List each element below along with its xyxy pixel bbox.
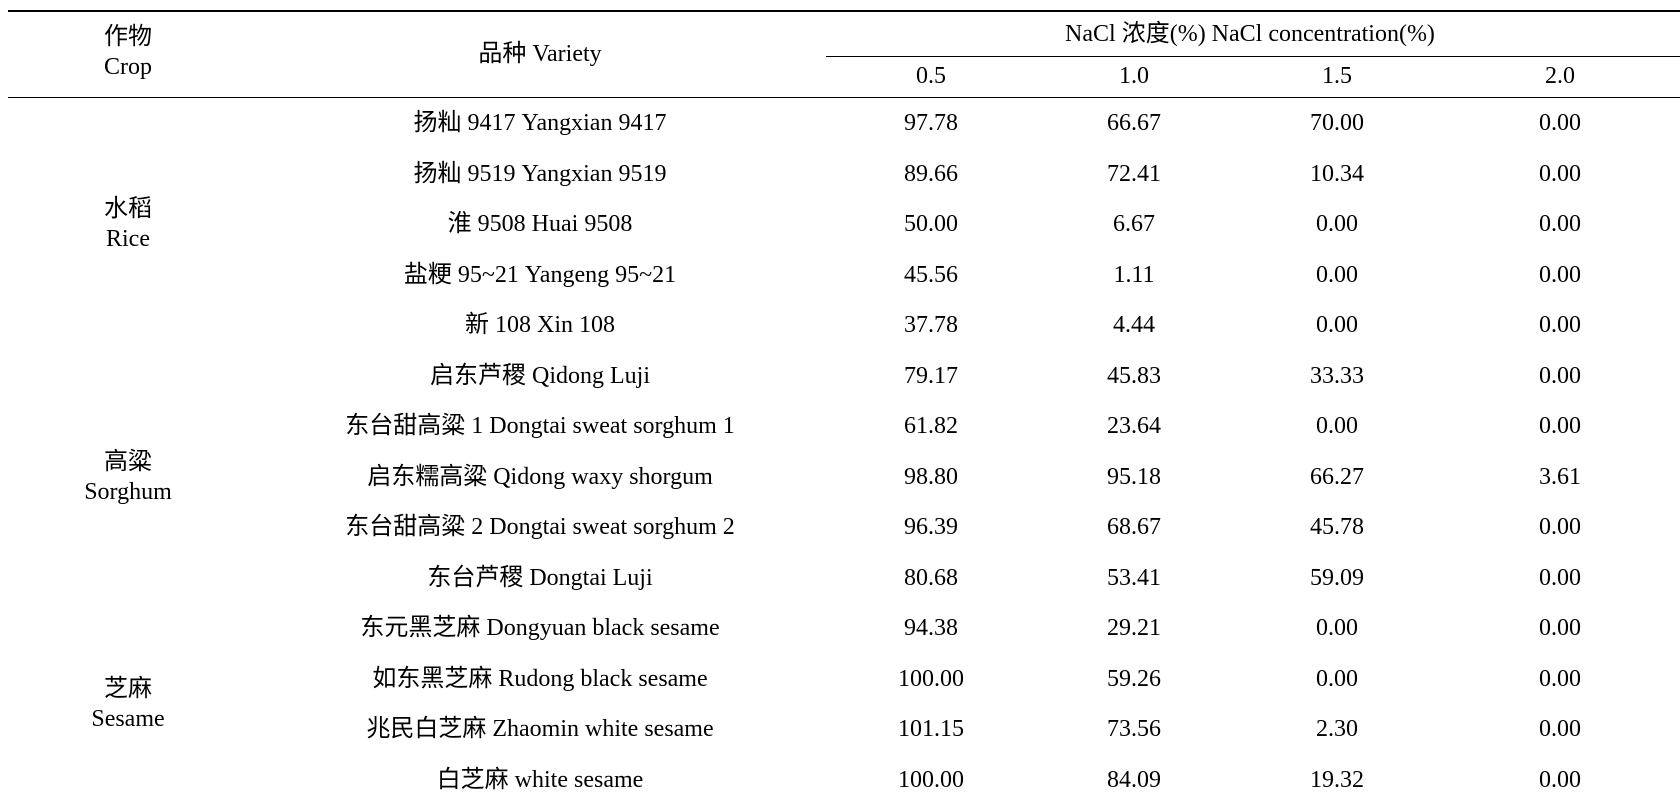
variety-cell: 启东糯高粱 Qidong waxy shorgum <box>367 464 713 490</box>
value-cell: 68.67 <box>1107 514 1161 540</box>
value-cell: 96.39 <box>904 514 958 540</box>
concentration-header: NaCl 浓度(%) NaCl concentration(%) <box>1065 21 1435 47</box>
variety-cell: 淮 9508 Huai 9508 <box>447 211 633 237</box>
crop-label-en: Sorghum <box>84 479 172 505</box>
value-cell: 0.00 <box>1539 767 1581 793</box>
value-cell: 45.56 <box>904 262 958 288</box>
variety-cell: 新 108 Xin 108 <box>465 312 615 338</box>
crop-header-zh: 作物 <box>104 24 152 50</box>
variety-cell: 东台甜高粱 1 Dongtai sweat sorghum 1 <box>345 413 735 439</box>
value-cell: 0.00 <box>1316 666 1358 692</box>
crop-label: 高粱 Sorghum <box>50 447 206 507</box>
crop-header: 作物 Crop <box>50 22 206 82</box>
crop-label-zh: 芝麻 <box>104 676 152 702</box>
variety-cell: 白芝麻 white sesame <box>436 767 644 793</box>
value-cell: 61.82 <box>904 413 958 439</box>
crop-label-en: Rice <box>106 226 150 252</box>
value-cell: 4.44 <box>1113 312 1155 338</box>
value-cell: 79.17 <box>904 363 958 389</box>
crop-label-zh: 水稻 <box>104 196 152 222</box>
value-cell: 0.00 <box>1539 565 1581 591</box>
value-cell: 0.00 <box>1539 615 1581 641</box>
value-cell: 59.26 <box>1107 666 1161 692</box>
variety-cell: 如东黑芝麻 Rudong black sesame <box>372 666 708 692</box>
level-header: 1.5 <box>1322 63 1352 89</box>
value-cell: 50.00 <box>904 211 958 237</box>
value-cell: 29.21 <box>1107 615 1161 641</box>
value-cell: 73.56 <box>1107 716 1161 742</box>
concentration-underline <box>826 56 1680 57</box>
variety-cell: 东元黑芝麻 Dongyuan black sesame <box>360 615 720 641</box>
value-cell: 1.11 <box>1113 262 1155 288</box>
value-cell: 70.00 <box>1310 110 1364 136</box>
value-cell: 0.00 <box>1539 363 1581 389</box>
variety-header: 品种 Variety <box>478 41 602 67</box>
value-cell: 80.68 <box>904 565 958 591</box>
value-cell: 0.00 <box>1316 312 1358 338</box>
value-cell: 3.61 <box>1539 464 1581 490</box>
variety-cell: 东台甜高粱 2 Dongtai sweat sorghum 2 <box>345 514 735 540</box>
value-cell: 45.83 <box>1107 363 1161 389</box>
value-cell: 66.67 <box>1107 110 1161 136</box>
value-cell: 33.33 <box>1310 363 1364 389</box>
crop-label: 芝麻 Sesame <box>50 674 206 734</box>
value-cell: 0.00 <box>1539 211 1581 237</box>
value-cell: 0.00 <box>1539 161 1581 187</box>
variety-cell: 盐粳 95~21 Yangeng 95~21 <box>403 262 677 288</box>
variety-cell: 扬籼 9519 Yangxian 9519 <box>413 161 667 187</box>
value-cell: 37.78 <box>904 312 958 338</box>
variety-cell: 兆民白芝麻 Zhaomin white sesame <box>366 716 714 742</box>
value-cell: 66.27 <box>1310 464 1364 490</box>
value-cell: 0.00 <box>1539 413 1581 439</box>
value-cell: 0.00 <box>1316 262 1358 288</box>
value-cell: 101.15 <box>898 716 964 742</box>
variety-cell: 东台芦稷 Dongtai Luji <box>427 565 653 591</box>
value-cell: 98.80 <box>904 464 958 490</box>
value-cell: 19.32 <box>1310 767 1364 793</box>
value-cell: 6.67 <box>1113 211 1155 237</box>
header-bottom-rule <box>8 97 1680 98</box>
value-cell: 95.18 <box>1107 464 1161 490</box>
value-cell: 0.00 <box>1539 666 1581 692</box>
crop-header-en: Crop <box>104 54 152 80</box>
value-cell: 0.00 <box>1316 413 1358 439</box>
value-cell: 23.64 <box>1107 413 1161 439</box>
value-cell: 0.00 <box>1539 312 1581 338</box>
value-cell: 0.00 <box>1539 514 1581 540</box>
value-cell: 97.78 <box>904 110 958 136</box>
value-cell: 59.09 <box>1310 565 1364 591</box>
value-cell: 0.00 <box>1539 262 1581 288</box>
value-cell: 10.34 <box>1310 161 1364 187</box>
value-cell: 0.00 <box>1539 716 1581 742</box>
level-header: 2.0 <box>1545 63 1575 89</box>
value-cell: 100.00 <box>898 666 964 692</box>
value-cell: 72.41 <box>1107 161 1161 187</box>
value-cell: 100.00 <box>898 767 964 793</box>
crop-label-zh: 高粱 <box>104 449 152 475</box>
value-cell: 0.00 <box>1316 615 1358 641</box>
variety-cell: 启东芦稷 Qidong Luji <box>430 363 650 389</box>
level-header: 0.5 <box>916 63 946 89</box>
crop-label-en: Sesame <box>91 706 165 732</box>
value-cell: 89.66 <box>904 161 958 187</box>
value-cell: 53.41 <box>1107 565 1161 591</box>
value-cell: 45.78 <box>1310 514 1364 540</box>
value-cell: 2.30 <box>1316 716 1358 742</box>
crop-label: 水稻 Rice <box>50 194 206 254</box>
variety-cell: 扬籼 9417 Yangxian 9417 <box>413 110 667 136</box>
top-rule <box>8 10 1680 12</box>
value-cell: 84.09 <box>1107 767 1161 793</box>
value-cell: 94.38 <box>904 615 958 641</box>
value-cell: 0.00 <box>1316 211 1358 237</box>
value-cell: 0.00 <box>1539 110 1581 136</box>
level-header: 1.0 <box>1119 63 1149 89</box>
